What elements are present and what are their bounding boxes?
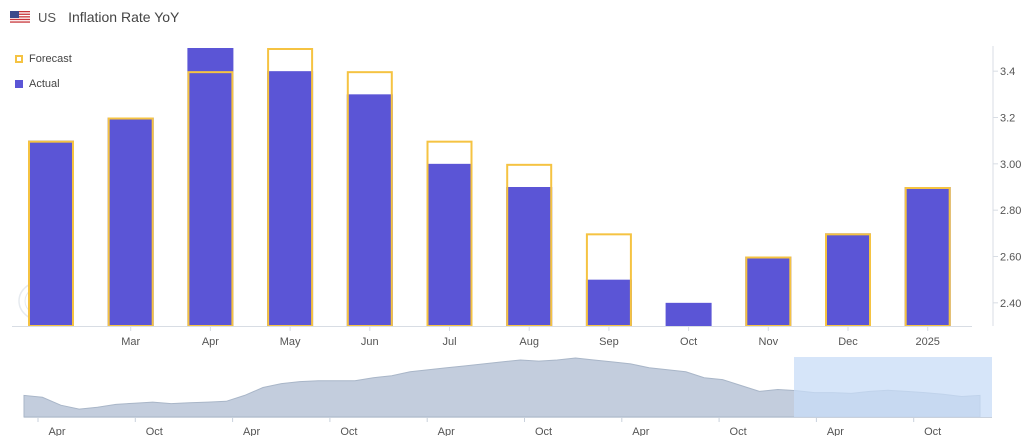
y-tick-label: 2.60 — [1000, 252, 1021, 264]
legend-actual-label: Actual — [29, 78, 60, 90]
navigator-tick-label: Apr — [438, 426, 455, 436]
actual-bar[interactable] — [665, 302, 712, 326]
bars-group — [28, 48, 951, 327]
x-tick-label: Jul — [442, 336, 456, 348]
y-axis: 2.40 2.60 2.80 3.00 3.2 3.4 — [992, 46, 1021, 326]
x-tick-label: Apr — [202, 336, 219, 348]
y-tick-label: 3.4 — [1000, 66, 1015, 78]
y-tick-label: 2.80 — [1000, 205, 1021, 217]
navigator-tick-label: Oct — [146, 426, 163, 436]
navigator-tick-label: Apr — [243, 426, 260, 436]
x-tick-label: Oct — [680, 336, 697, 348]
actual-bar[interactable] — [904, 187, 951, 326]
navigator[interactable]: Apr Oct Apr Oct Apr Oct Apr Oct Apr Oct — [23, 357, 992, 436]
forecast-swatch — [15, 55, 23, 63]
navigator-tick-label: Oct — [340, 426, 357, 436]
y-tick-label: 3.00 — [1000, 159, 1021, 171]
navigator-tick-label: Oct — [924, 426, 941, 436]
x-tick-label: May — [280, 336, 301, 348]
x-tick-label: 2025 — [915, 336, 939, 348]
chart-header: US Inflation Rate YoY — [10, 7, 179, 27]
country-label: US — [38, 9, 57, 25]
x-tick-label: Aug — [519, 336, 539, 348]
legend: Forecast Actual — [15, 52, 72, 102]
y-tick-label: 2.40 — [1000, 298, 1021, 310]
x-tick-label: Nov — [759, 336, 779, 348]
x-tick-label: Sep — [599, 336, 619, 348]
actual-bar[interactable] — [346, 94, 393, 326]
x-tick-label: Jun — [361, 336, 379, 348]
actual-bar[interactable] — [187, 48, 234, 326]
legend-item-actual[interactable]: Actual — [15, 77, 72, 91]
actual-bar[interactable] — [107, 117, 154, 327]
actual-bar[interactable] — [585, 279, 632, 326]
legend-forecast-label: Forecast — [29, 53, 72, 65]
actual-swatch — [15, 80, 23, 88]
x-tick-label: Dec — [838, 336, 858, 348]
actual-bar[interactable] — [745, 256, 792, 327]
actual-bar[interactable] — [506, 187, 553, 326]
y-tick-label: 3.2 — [1000, 113, 1015, 125]
navigator-tick-label: Apr — [632, 426, 649, 436]
navigator-tick-label: Oct — [730, 426, 747, 436]
x-tick-label: Mar — [121, 336, 140, 348]
actual-bar[interactable] — [267, 71, 314, 327]
x-axis: Mar Apr May Jun Jul Aug Sep Oct Nov Dec 2025 — [12, 326, 972, 348]
navigator-tick-label: Apr — [827, 426, 844, 436]
legend-item-forecast[interactable]: Forecast — [15, 52, 72, 66]
actual-bar[interactable] — [825, 233, 871, 326]
navigator-tick-label: Apr — [48, 426, 65, 436]
us-flag-icon — [10, 10, 30, 24]
navigator-tick-label: Oct — [535, 426, 552, 436]
actual-bar[interactable] — [426, 163, 473, 326]
actual-bar[interactable] — [28, 140, 74, 326]
chart-title: Inflation Rate YoY — [68, 9, 180, 25]
navigator-selection[interactable] — [794, 357, 992, 418]
